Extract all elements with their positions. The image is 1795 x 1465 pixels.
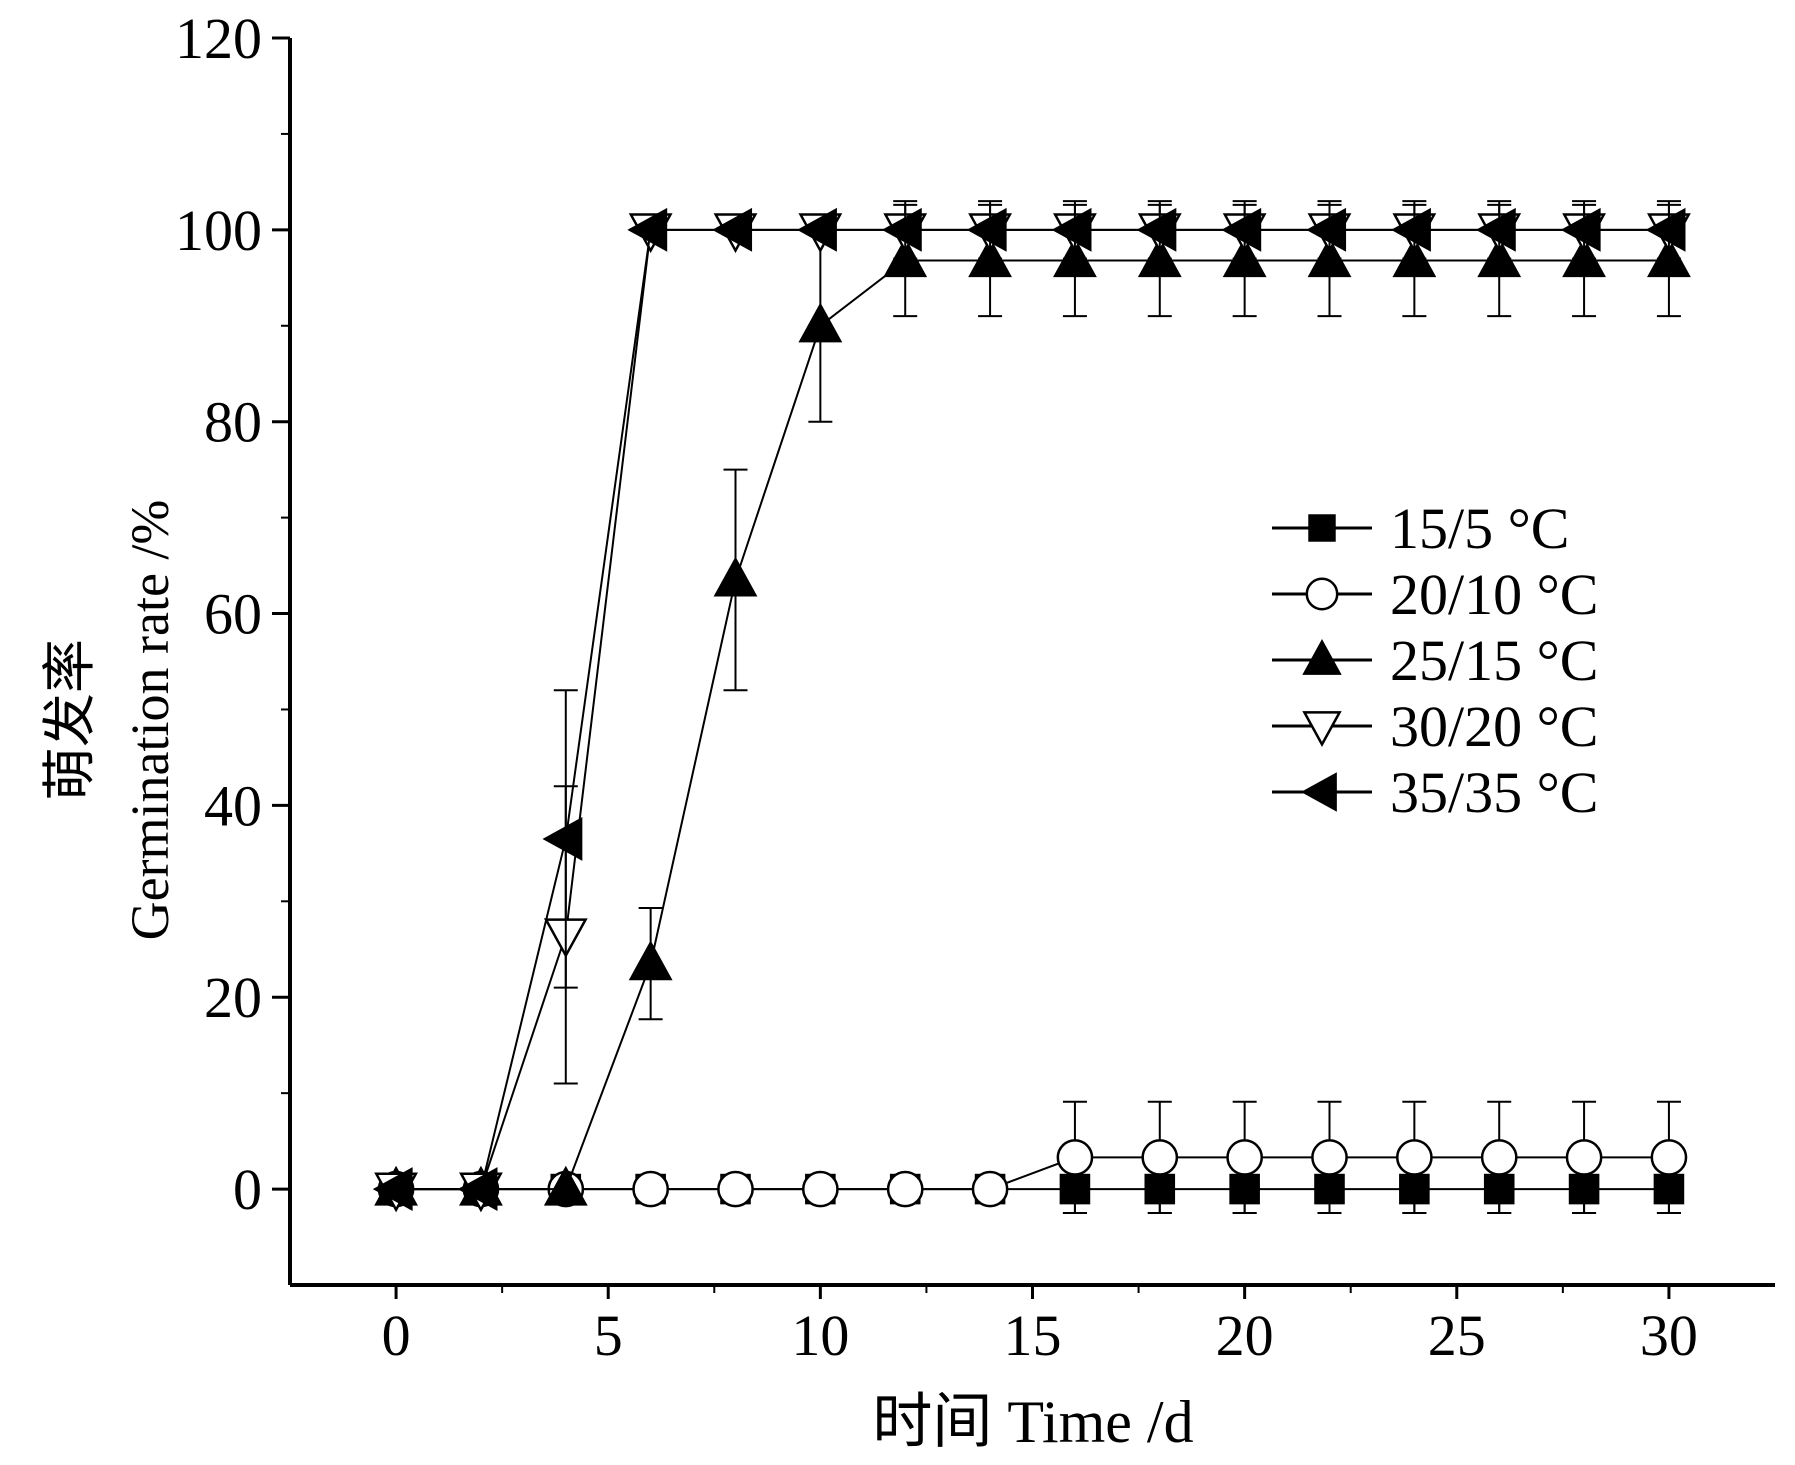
plot-area	[372, 200, 1691, 1215]
legend-label: 30/20 °C	[1390, 694, 1599, 759]
legend-marker	[1302, 711, 1342, 747]
data-point	[1645, 207, 1686, 252]
data-point	[881, 207, 922, 252]
x-axis-ticks: 0 5 10 15 20 25 30	[382, 1285, 1698, 1368]
legend-label: 15/5 °C	[1390, 496, 1570, 561]
legend-marker	[1301, 772, 1337, 812]
x-tick-label: 10	[791, 1303, 849, 1368]
data-point	[1051, 207, 1092, 252]
x-tick-label: 25	[1428, 1303, 1486, 1368]
series-line	[396, 228, 1669, 1191]
y-tick-label: 20	[204, 965, 262, 1030]
data-point	[542, 817, 583, 861]
data-point	[543, 1165, 588, 1206]
data-point	[1565, 1139, 1603, 1176]
y-axis-ticks: 0 20 40 60 80 100 120	[175, 6, 290, 1222]
data-point	[1560, 207, 1601, 252]
legend-marker	[1302, 639, 1342, 675]
data-point	[971, 1170, 1009, 1208]
legend-label: 20/10 °C	[1390, 562, 1599, 627]
data-point	[1396, 1139, 1433, 1176]
series-line	[396, 259, 1669, 1191]
y-tick-label: 100	[175, 198, 262, 263]
legend-entry: 25/15 °C	[1272, 628, 1599, 693]
data-point	[1056, 1139, 1094, 1176]
data-point	[628, 940, 673, 981]
data-point	[797, 207, 837, 252]
x-tick-label: 30	[1640, 1303, 1698, 1368]
x-tick-label: 0	[382, 1303, 411, 1368]
legend-marker	[1308, 514, 1336, 542]
legend-label: 25/15 °C	[1390, 628, 1599, 693]
y-axis-label-english: Germination rate /%	[120, 500, 180, 941]
y-axis-label-chinese: 萌发率	[40, 639, 100, 801]
y-tick-label: 80	[204, 390, 262, 455]
data-point	[1311, 1139, 1348, 1176]
data-point	[886, 1170, 924, 1208]
data-point	[1391, 207, 1431, 252]
data-point	[713, 556, 758, 597]
legend-marker	[1305, 577, 1339, 611]
data-point	[627, 207, 668, 252]
x-axis-label: 时间 Time /d	[872, 1389, 1193, 1455]
y-tick-label: 0	[233, 1157, 262, 1222]
legend-label: 35/35 °C	[1390, 760, 1599, 825]
data-point	[798, 302, 843, 343]
series-line	[396, 1156, 1669, 1191]
x-tick-label: 15	[1004, 1303, 1062, 1368]
legend-entry: 15/5 °C	[1272, 496, 1570, 561]
legend-entry: 20/10 °C	[1272, 562, 1599, 627]
x-tick-label: 5	[594, 1303, 623, 1368]
legend: 15/5 °C20/10 °C25/15 °C30/20 °C35/35 °C	[1272, 496, 1599, 825]
y-tick-label: 120	[175, 6, 262, 71]
data-point	[802, 1170, 839, 1208]
data-point	[457, 1167, 498, 1211]
data-point	[712, 207, 753, 252]
y-tick-label: 40	[204, 773, 262, 838]
data-point	[1221, 207, 1262, 252]
data-point	[1136, 207, 1177, 252]
data-point	[717, 1170, 754, 1208]
data-point	[1141, 1139, 1179, 1176]
data-point	[1306, 207, 1347, 252]
data-point	[1226, 1139, 1263, 1176]
data-point	[1475, 207, 1516, 252]
legend-entry: 35/35 °C	[1272, 760, 1599, 825]
data-point	[372, 1167, 413, 1211]
data-point	[632, 1170, 669, 1208]
y-tick-label: 60	[204, 582, 262, 647]
legend-entry: 30/20 °C	[1272, 694, 1599, 759]
data-point	[966, 207, 1007, 252]
data-point	[1480, 1139, 1518, 1176]
data-point	[1650, 1139, 1688, 1176]
x-tick-label: 20	[1216, 1303, 1274, 1368]
series-35-35	[372, 200, 1686, 1211]
